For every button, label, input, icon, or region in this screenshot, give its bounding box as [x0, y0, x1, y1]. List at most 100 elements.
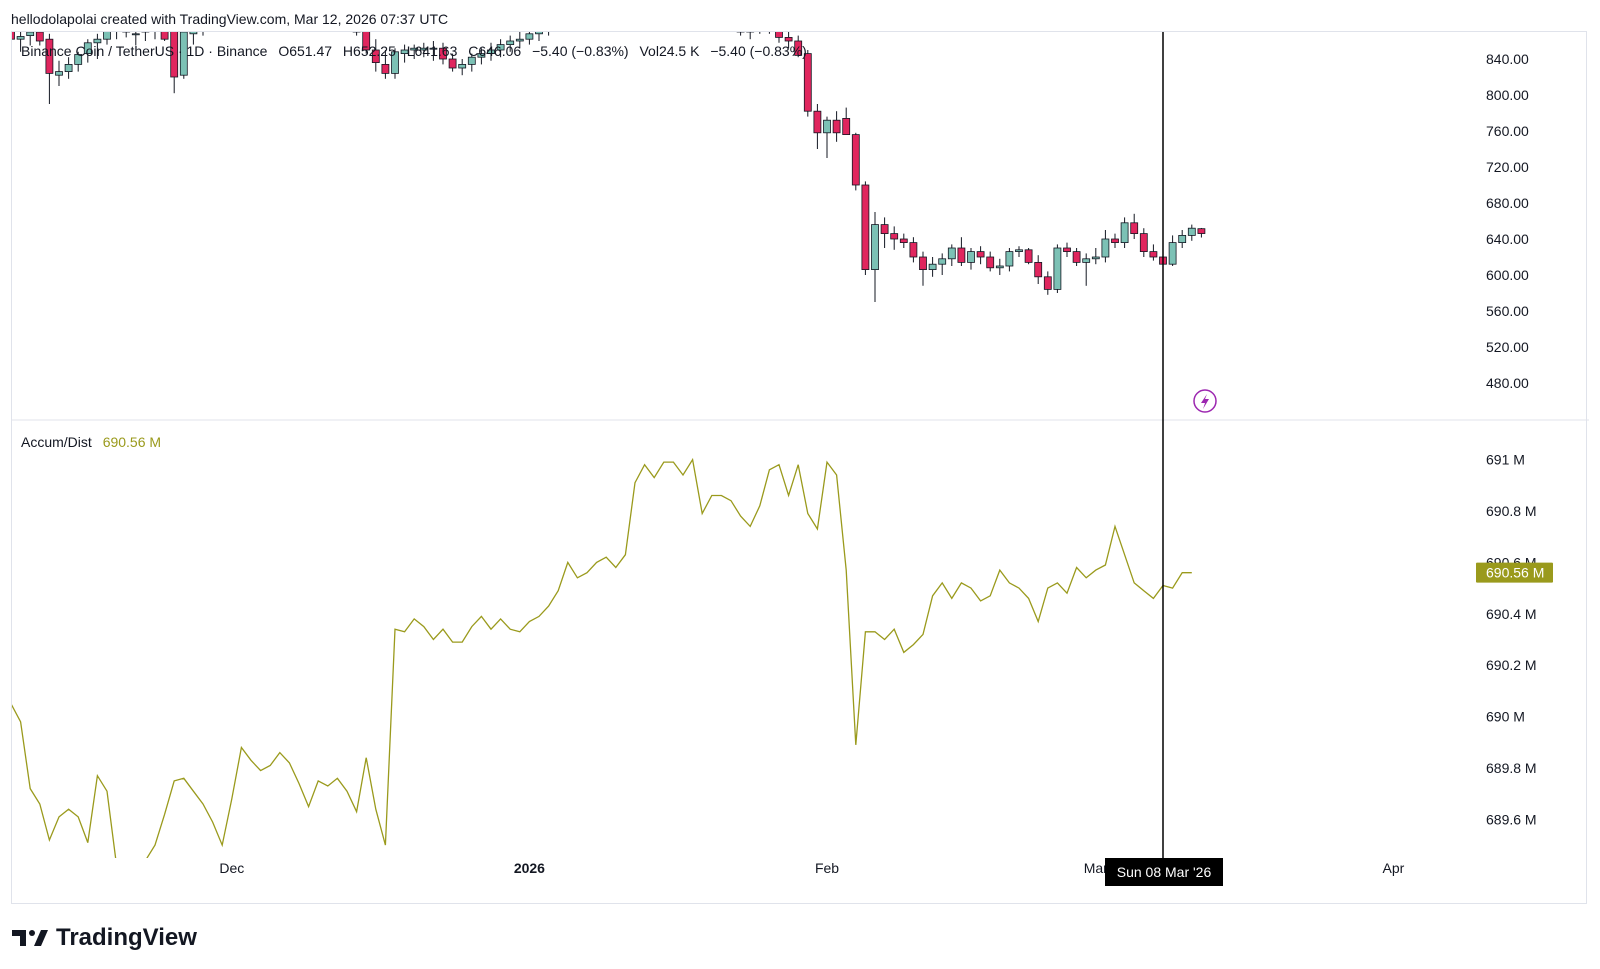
- candle-body: [467, 56, 476, 65]
- candle-body: [248, 7, 255, 9]
- time-tick-label: 2026: [514, 860, 545, 876]
- low-value: L641.63: [406, 43, 458, 59]
- candle-body: [55, 71, 63, 76]
- candle-body: [1120, 222, 1129, 244]
- candle-body: [803, 53, 812, 112]
- price-tick-label: 520.00: [1486, 339, 1529, 355]
- crosshair-layer: Sun 08 Mar '26: [1105, 32, 1223, 886]
- candle-body: [861, 184, 870, 270]
- candle-body: [400, 49, 409, 54]
- time-tick-label: Feb: [815, 860, 839, 876]
- ad-tick-label: 691 M: [1486, 452, 1525, 468]
- ad-series-line: [12, 457, 1192, 858]
- ad-last-value-badge: [1476, 562, 1553, 583]
- crosshair-date-badge: [1105, 858, 1223, 886]
- candle-body: [574, 10, 581, 14]
- symbol-label[interactable]: Binance Coin / TetherUS · 1D · Binance: [21, 43, 268, 59]
- ad-tick-label: 690.4 M: [1486, 606, 1537, 622]
- time-tick-label: Mar: [1084, 860, 1108, 876]
- price-legend: Binance Coin / TetherUS · 1D · Binance O…: [21, 43, 814, 59]
- candle-body: [995, 265, 1004, 269]
- ad-tick-label: 689.8 M: [1486, 760, 1537, 776]
- time-axis: Dec 2026 Feb Mar Apr: [219, 860, 1404, 876]
- candle-body: [371, 49, 380, 63]
- price-tick-label: 640.00: [1486, 231, 1529, 247]
- candle-body: [622, 1, 629, 3]
- ad-tick-label: 690 M: [1486, 709, 1525, 725]
- time-tick-label: Apr: [1383, 860, 1405, 876]
- price-tick-label: 560.00: [1486, 303, 1529, 319]
- footer-brand: TradingView: [56, 924, 197, 951]
- candle-body: [632, 0, 639, 1]
- candle-body: [1101, 238, 1110, 258]
- candle-body: [64, 64, 73, 73]
- candle-body: [680, 0, 687, 1]
- candle-body: [1168, 242, 1177, 265]
- candle-body: [209, 19, 216, 23]
- candle-body: [699, 5, 706, 9]
- candle-body: [584, 9, 591, 11]
- change-value: −5.40 (−0.83%): [532, 43, 629, 59]
- price-tick-label: 480.00: [1486, 375, 1529, 391]
- candle-body: [515, 38, 524, 42]
- candle-body: [1149, 251, 1158, 258]
- candle-body: [890, 233, 899, 240]
- candle-body: [1072, 251, 1081, 263]
- ad-tick-label: 689.6 M: [1486, 811, 1537, 827]
- price-tick-label: 600.00: [1486, 267, 1529, 283]
- candle-body: [189, 32, 198, 35]
- candle-body: [179, 32, 188, 76]
- candle-body: [880, 224, 889, 235]
- candle-body: [35, 32, 44, 42]
- crosshair-date-label: Sun 08 Mar '26: [1117, 864, 1212, 880]
- candle-body: [689, 1, 696, 5]
- candle-body: [439, 47, 447, 60]
- candle-body: [1187, 227, 1196, 236]
- lightning-alert-icon[interactable]: [1193, 389, 1217, 413]
- candle-body: [219, 18, 226, 20]
- high-value: H652.25: [342, 43, 396, 59]
- candle-body: [506, 40, 515, 45]
- candle-body: [267, 1, 274, 3]
- candle-body: [746, 32, 755, 33]
- candle-body: [12, 32, 15, 40]
- price-tick-label: 800.00: [1486, 87, 1529, 103]
- candle-body: [1091, 256, 1100, 260]
- candle-body: [928, 263, 937, 271]
- open-value: O651.47: [278, 43, 333, 59]
- candle-body: [967, 251, 975, 263]
- creator-line: hellodolapolai created with TradingView.…: [11, 11, 449, 27]
- price-tick-label: 720.00: [1486, 159, 1529, 175]
- candle-body: [736, 32, 745, 33]
- price-axis: 840.00 800.00 760.00 720.00 680.00 640.00 600.…: [1486, 51, 1529, 391]
- candle-body: [1178, 234, 1187, 243]
- footer-logo[interactable]: TradingView: [12, 924, 197, 952]
- candle-body: [708, 9, 715, 13]
- candle-body: [555, 19, 562, 23]
- candle-body: [766, 23, 773, 30]
- candle-body: [410, 47, 419, 51]
- candle-body: [352, 32, 361, 33]
- candle-body: [477, 53, 486, 58]
- candle-body: [74, 54, 83, 65]
- candle-body: [170, 32, 179, 78]
- candle-body: [487, 49, 495, 54]
- time-tick-label: Dec: [219, 860, 244, 876]
- candle-body: [362, 32, 371, 51]
- candle-body: [1015, 249, 1023, 253]
- candle-body: [26, 32, 35, 36]
- candle-body: [823, 119, 831, 134]
- ad-tick-label: 690.8 M: [1486, 503, 1537, 519]
- candle-body: [257, 3, 264, 7]
- candle-body: [1130, 222, 1139, 235]
- indicator-name[interactable]: Accum/Dist: [21, 434, 92, 450]
- candle-body: [775, 32, 783, 38]
- price-tick-label: 680.00: [1486, 195, 1529, 211]
- candle-body: [1043, 276, 1052, 290]
- candle-body: [1053, 247, 1062, 290]
- candle-body: [131, 33, 140, 36]
- candle-body: [458, 64, 467, 69]
- candle-body: [1034, 261, 1043, 278]
